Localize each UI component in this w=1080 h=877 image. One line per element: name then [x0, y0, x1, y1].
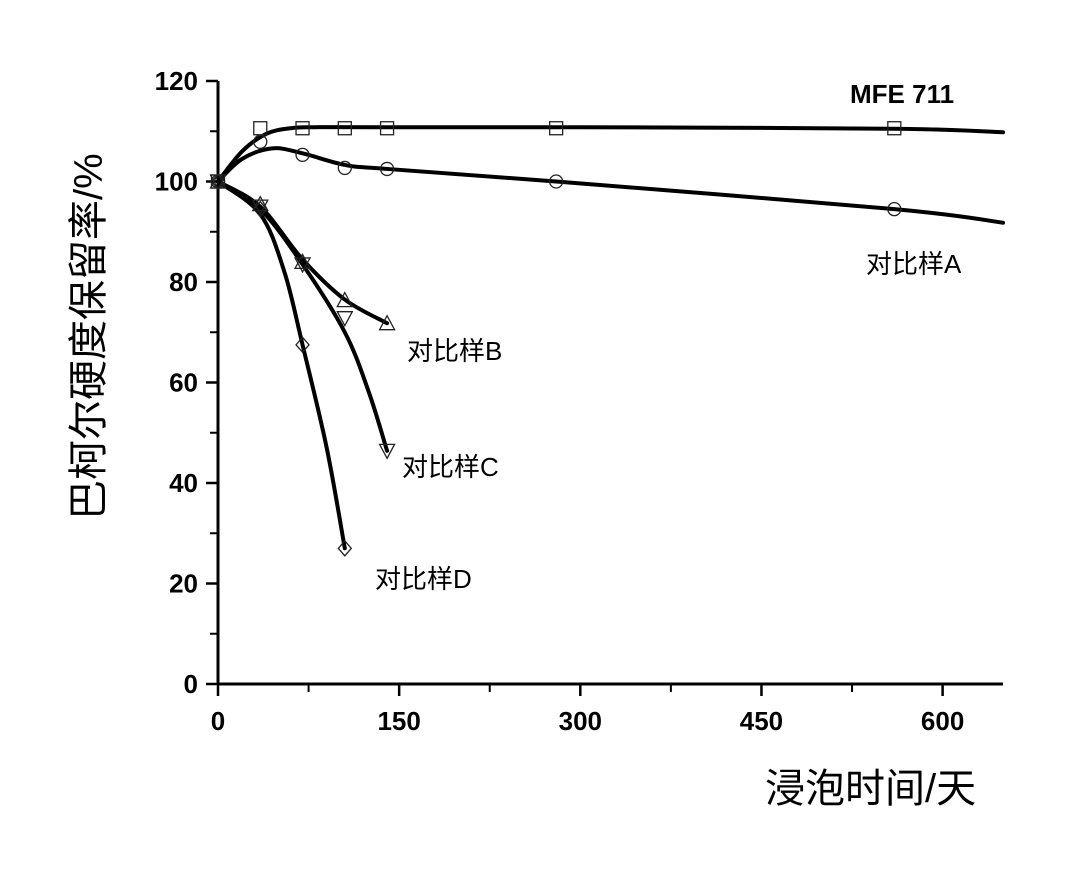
label-sample-d: 对比样D [375, 564, 472, 594]
x-tick-label: 300 [559, 706, 602, 736]
triangle-down-marker [293, 257, 312, 274]
x-tick-label: 600 [921, 706, 964, 736]
label-sample-c: 对比样C [402, 452, 499, 482]
label-mfe711: MFE 711 [850, 79, 954, 109]
triangle-up-marker [378, 314, 396, 331]
square-marker [549, 121, 564, 136]
y-tick-label: 80 [169, 267, 198, 297]
square-marker [379, 121, 395, 136]
triangle-down-marker [336, 311, 354, 328]
square-marker [295, 121, 310, 136]
fit-curve-series-0 [216, 125, 1005, 184]
circle-marker [295, 147, 310, 163]
triangle-up-marker [293, 253, 312, 270]
circle-marker [253, 134, 268, 149]
fit-curve-series-3 [216, 179, 390, 453]
diamond-marker [252, 200, 268, 218]
y-tick-label: 100 [155, 167, 198, 197]
circle-marker [887, 201, 902, 217]
square-marker [337, 121, 352, 136]
triangle-down-marker [251, 199, 269, 216]
fit-curve-series-1 [216, 146, 1005, 225]
triangle-up-marker [336, 291, 354, 308]
circle-marker [379, 161, 395, 177]
square-marker [887, 121, 902, 136]
y-axis-title: 巴柯尔硬度保留率/% [67, 153, 111, 520]
label-sample-b: 对比样B [407, 336, 502, 366]
y-tick-label: 20 [169, 569, 198, 599]
diamond-marker [295, 336, 310, 354]
fit-curves [216, 125, 1005, 551]
y-tick-label: 120 [155, 66, 198, 96]
y-tick-label: 0 [184, 669, 198, 699]
x-tick-label: 150 [377, 706, 420, 736]
label-sample-a: 对比样A [866, 249, 962, 279]
diamond-marker [337, 539, 353, 557]
triangle-up-marker [251, 195, 269, 212]
triangle-down-marker [378, 443, 396, 460]
fit-curve-series-2 [216, 179, 390, 326]
diamond-marker [210, 173, 226, 190]
x-axis-title: 浸泡时间/天 [765, 767, 976, 811]
data-markers [209, 121, 902, 557]
circle-marker [337, 160, 352, 176]
x-tick-label: 0 [211, 706, 225, 736]
triangle-down-marker [209, 174, 227, 191]
y-tick-label: 60 [169, 368, 198, 398]
x-tick-label: 450 [740, 706, 783, 736]
circle-marker [549, 174, 564, 189]
y-tick-label: 40 [169, 468, 198, 498]
axes: 0 150 300 450 600 0 20 40 60 80 100 120 [155, 66, 1003, 736]
